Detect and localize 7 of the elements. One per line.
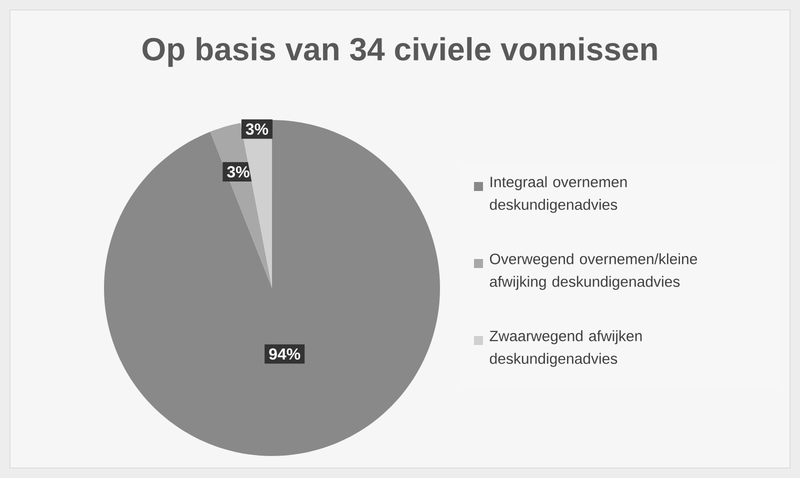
chart-title: Op basis van 34 civiele vonnissen [142,37,657,67]
data-label: 3% [227,166,250,178]
legend-label: Overwegend overnemen/kleine afwijking deskundigenadvies [490,253,698,290]
data-label: 3% [246,123,268,135]
legend-label: Integraal overnemen deskundigenadvies [490,176,627,213]
legend-label: Zwaarwegend afwijken deskundigenadvies [490,330,642,367]
data-label: 94% [269,348,300,360]
